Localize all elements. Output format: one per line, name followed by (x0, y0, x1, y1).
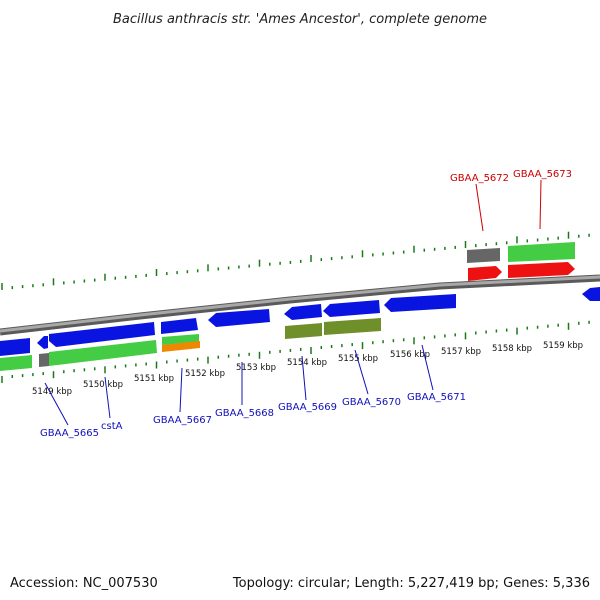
label-leaders (44, 344, 434, 426)
gene-labels: GBAA_5665 cstA GBAA_5667 GBAA_5668 GBAA_… (40, 169, 572, 439)
olive-bar-GBAA_5669 (285, 323, 322, 339)
gene-arrow-GBAA_5673[interactable] (508, 262, 575, 278)
gene-label-GBAA_5672[interactable]: GBAA_5672 (450, 173, 509, 184)
tick-label-5151: 5151 kbp (134, 374, 174, 384)
gene-arrow-GBAA_5665[interactable] (37, 336, 48, 349)
outer-tick-row (1, 231, 590, 290)
green-bar-cstA (49, 340, 157, 366)
tick-label-5150: 5150 kbp (83, 380, 123, 390)
gene-arrow-cstA[interactable] (49, 322, 155, 347)
gene-arrow-GBAA_5668[interactable] (208, 309, 270, 327)
orange-bar-GBAA_5667 (162, 341, 200, 352)
gene-label-GBAA_5670[interactable]: GBAA_5670 (342, 397, 401, 408)
green-bar-left (0, 355, 32, 371)
tick-label-5157: 5157 kbp (441, 347, 481, 357)
gene-label-GBAA_5669[interactable]: GBAA_5669 (278, 402, 337, 413)
label-leaders-red (475, 179, 542, 232)
tick-label-5153: 5153 kbp (236, 363, 276, 373)
map-title: Bacillus anthracis str. 'Ames Ancestor',… (113, 12, 487, 27)
gene-arrow-right-edge[interactable] (582, 287, 600, 301)
tick-label-5156: 5156 kbp (390, 350, 430, 360)
gene-label-cstA[interactable]: cstA (101, 421, 123, 432)
genome-backbone (0, 274, 600, 336)
accession-text: Accession: NC_007530 (10, 576, 158, 591)
reverse-strand-track (0, 287, 600, 356)
tick-label-5152: 5152 kbp (185, 369, 225, 379)
forward-strand-track (467, 242, 575, 281)
gene-arrow-GBAA_5670[interactable] (323, 300, 380, 317)
tick-label-5154: 5154 kbp (287, 358, 327, 368)
gene-arrow-GBAA_5672[interactable] (468, 266, 502, 281)
gene-label-GBAA_5668[interactable]: GBAA_5668 (215, 408, 274, 419)
gene-label-GBAA_5671[interactable]: GBAA_5671 (407, 392, 466, 403)
gene-arrow-GBAA_5671[interactable] (384, 294, 456, 312)
gray-bar (39, 353, 49, 367)
tick-label-5159: 5159 kbp (543, 341, 583, 351)
gene-arrow-GBAA_5669[interactable] (284, 304, 322, 320)
gene-arrow-left-edge[interactable] (0, 338, 30, 356)
tick-label-5158: 5158 kbp (492, 344, 532, 354)
genome-summary-text: Topology: circular; Length: 5,227,419 bp… (232, 576, 590, 591)
inner-tick-row (1, 320, 590, 383)
gene-label-GBAA_5667[interactable]: GBAA_5667 (153, 415, 212, 426)
feature-bars (0, 318, 381, 371)
gene-label-GBAA_5665[interactable]: GBAA_5665 (40, 428, 99, 439)
gray-box-GBAA_5672[interactable] (467, 248, 500, 263)
gene-arrow-GBAA_5667[interactable] (161, 318, 198, 334)
olive-bar-GBAA_5670 (324, 318, 381, 335)
green-box-GBAA_5673[interactable] (508, 242, 575, 262)
gene-label-GBAA_5673[interactable]: GBAA_5673 (513, 169, 572, 180)
tick-label-5149: 5149 kbp (32, 387, 72, 397)
